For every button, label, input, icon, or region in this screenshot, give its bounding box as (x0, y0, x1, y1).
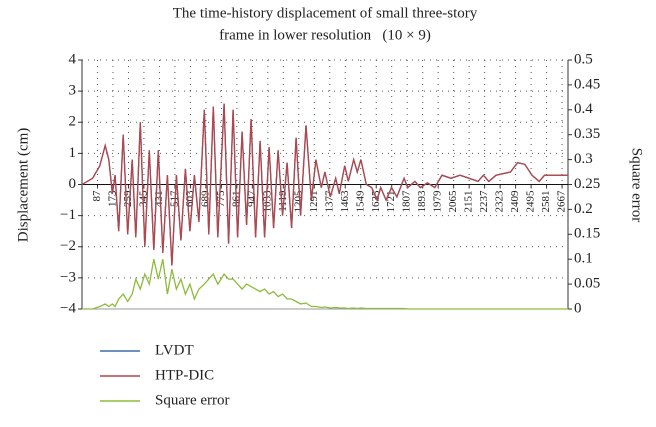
x-tick-label: 1463 (339, 190, 351, 213)
y-tick-label: −3 (60, 269, 76, 285)
x-tick-label: 259 (122, 190, 134, 207)
x-tick-label: 2237 (478, 190, 490, 213)
x-tick-label: 1893 (416, 190, 428, 213)
chart-title: frame in lower resolution (10 × 9) (219, 27, 431, 43)
y2-tick-label: 0.3 (574, 151, 593, 167)
x-tick-label: 1807 (401, 190, 413, 213)
x-tick-label: 2323 (494, 190, 506, 213)
y2-tick-label: 0.25 (574, 176, 600, 192)
x-tick-label: 2409 (509, 190, 521, 213)
x-tick-label: 1549 (354, 190, 366, 213)
series-line (82, 259, 568, 310)
x-tick-label: 2495 (525, 190, 537, 213)
legend-label: HTP-DIC (155, 367, 214, 383)
x-tick-label: 1119 (277, 190, 289, 212)
y2-tick-label: 0.1 (574, 251, 593, 267)
x-tick-label: 775 (215, 190, 227, 207)
y2-axis-label: Square error (629, 148, 645, 223)
legend-label: Square error (155, 392, 230, 408)
y-tick-label: 1 (69, 145, 77, 161)
x-tick-label: 1979 (432, 190, 444, 213)
y2-tick-label: 0 (574, 300, 582, 316)
x-tick-label: 431 (153, 191, 165, 208)
y2-tick-label: 0.35 (574, 126, 600, 142)
x-tick-label: 2581 (540, 191, 552, 213)
x-tick-label: 87 (91, 190, 103, 202)
x-tick-label: 173 (107, 190, 119, 207)
y-tick-label: 4 (69, 51, 77, 67)
y2-tick-label: 0.2 (574, 201, 593, 217)
x-tick-label: 2151 (463, 191, 475, 213)
x-tick-label: 1377 (323, 190, 335, 213)
x-tick-label: 947 (246, 190, 258, 207)
y2-tick-label: 0.05 (574, 276, 600, 292)
y-tick-label: 0 (69, 176, 77, 192)
x-tick-label: 1635 (370, 190, 382, 213)
legend-label: LVDT (155, 342, 194, 358)
y-tick-label: 2 (69, 114, 77, 130)
y-tick-label: −1 (60, 207, 76, 223)
series-line (81, 103, 568, 266)
y2-tick-label: 0.5 (574, 51, 593, 67)
x-tick-label: 1033 (261, 190, 273, 213)
chart-title: The time-history displacement of small t… (173, 5, 478, 21)
x-tick-label: 2667 (556, 190, 568, 213)
y2-tick-label: 0.45 (574, 76, 600, 92)
y-tick-label: −4 (60, 300, 76, 316)
x-tick-label: 2065 (447, 190, 459, 213)
y2-tick-label: 0.4 (574, 101, 593, 117)
y-tick-label: 3 (69, 83, 77, 99)
y-axis-label: Displacement (cm) (15, 128, 31, 243)
x-tick-label: 603 (184, 190, 196, 207)
x-tick-label: 689 (199, 190, 211, 207)
y-tick-label: −2 (60, 238, 76, 254)
y2-tick-label: 0.15 (574, 226, 600, 242)
x-tick-label: 1291 (308, 191, 320, 213)
